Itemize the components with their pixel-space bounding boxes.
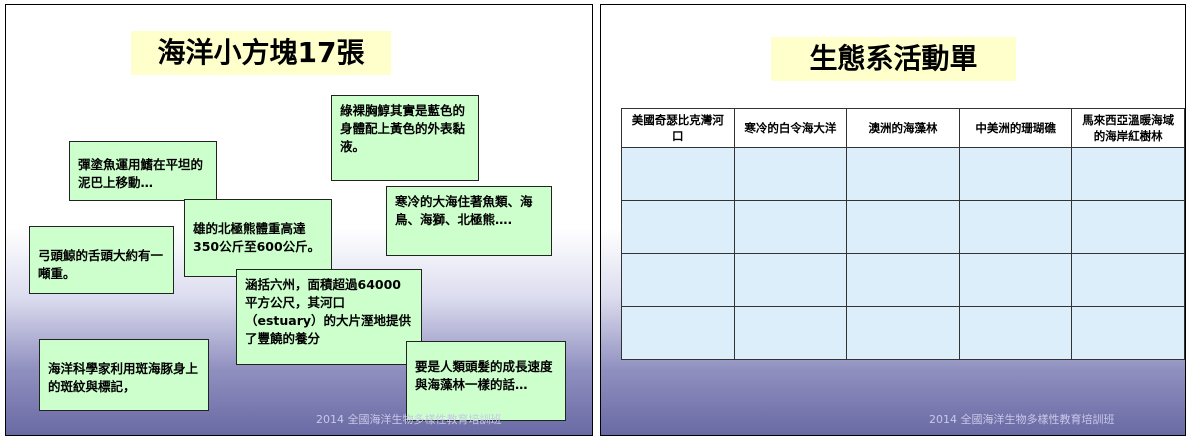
card: 雄的北極熊體重高達350公斤至600公斤。 [184,199,332,277]
footer: 2014 全國海洋生物多樣性教育培訓班 [316,413,502,426]
card: 弓頭鯨的舌頭大約有一噸重。 [29,226,174,294]
card: 寒冷的大海住著魚類、海鳥、海獅、北極熊…. [386,186,552,256]
footer: 2014 全國海洋生物多樣性教育培訓班 [929,413,1115,426]
slide-title: 生態系活動單 [771,37,1016,81]
slide: 生態系活動單 美國奇瑟比克灣河口 寒冷的白令海大洋 澳洲的海藻林 中美洲的珊瑚礁… [600,4,1186,436]
slide-title: 海洋小方塊17張 [131,31,391,75]
card: 要是人類頭髮的成長速度與海藻林一樣的話… [406,341,566,421]
header-cell: 中美洲的珊瑚礁 [958,108,1073,148]
card: 海洋科學家利用斑海豚身上的斑紋與標記， [39,339,209,411]
slide: 海洋小方塊17張 綠裸胸鯙其實是藍色的身體配上黃色的外表黏液。 彈塗魚運用鰭在平… [5,4,593,436]
card: 涵括六州，面積超過64000平方公尺，其河口（estuary）的大片溼地提供了豐… [236,269,422,365]
card: 彈塗魚運用鰭在平坦的泥巴上移動… [69,141,217,201]
header-cell: 馬來西亞溫暖海域的海岸紅樹林 [1071,108,1185,148]
card: 綠裸胸鯙其實是藍色的身體配上黃色的外表黏液。 [331,95,479,181]
header-cell: 美國奇瑟比克灣河口 [621,108,735,148]
header-cell: 寒冷的白令海大洋 [733,108,848,148]
activity-table: 美國奇瑟比克灣河口 寒冷的白令海大洋 澳洲的海藻林 中美洲的珊瑚礁 馬來西亞溫暖… [621,108,1185,360]
header-cell: 澳洲的海藻林 [846,108,960,148]
